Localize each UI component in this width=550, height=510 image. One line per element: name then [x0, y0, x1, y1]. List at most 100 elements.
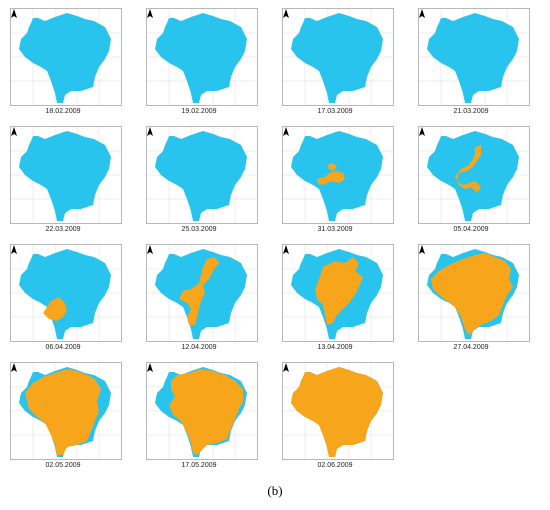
north-arrow-icon: [147, 127, 153, 136]
region-blue: [427, 131, 519, 221]
scale-bar: [493, 98, 523, 101]
map-panel: 22.03.2009: [4, 122, 122, 240]
north-arrow-icon: [283, 245, 289, 254]
map-panel: 13.04.2009: [276, 240, 394, 358]
north-arrow-icon: [283, 363, 289, 372]
map-canvas: [11, 245, 121, 341]
north-arrow-icon: [11, 127, 17, 136]
map-frame: [282, 362, 394, 460]
region-orange: [317, 171, 345, 185]
map-frame: [418, 244, 530, 342]
scale-bar: [85, 98, 115, 101]
north-arrow-icon: [283, 127, 289, 136]
map-panel: 19.02.2009: [140, 4, 258, 122]
map-panel: 21.03.2009: [412, 4, 530, 122]
north-arrow-icon: [147, 363, 153, 372]
north-arrow-icon: [147, 9, 153, 18]
map-canvas: [147, 127, 257, 223]
region-orange: [43, 297, 67, 321]
map-panel: 05.04.2009: [412, 122, 530, 240]
figure-panel-label: (b): [267, 483, 283, 498]
map-date-label: 22.03.2009: [45, 226, 81, 233]
scale-bar: [221, 452, 251, 455]
scale-bar: [221, 334, 251, 337]
scale-bar: [357, 334, 387, 337]
map-canvas: [419, 127, 529, 223]
region-orange: [179, 257, 219, 325]
map-date-label: 13.04.2009: [317, 344, 353, 351]
scale-bar: [221, 216, 251, 219]
map-canvas: [147, 9, 257, 105]
region-blue: [19, 249, 111, 339]
map-panel: 06.04.2009: [4, 240, 122, 358]
scale-bar: [493, 334, 523, 337]
map-frame: [418, 8, 530, 106]
map-panel: 31.03.2009: [276, 122, 394, 240]
map-frame: [146, 8, 258, 106]
map-date-label: 05.04.2009: [453, 226, 489, 233]
scale-bar: [221, 98, 251, 101]
map-date-label: 31.03.2009: [317, 226, 353, 233]
north-arrow-icon: [11, 245, 17, 254]
map-canvas: [283, 245, 393, 341]
map-canvas: [283, 9, 393, 105]
scale-bar: [493, 216, 523, 219]
region-orange: [431, 253, 513, 335]
map-date-label: 18.02.2009: [45, 108, 81, 115]
map-date-label: 25.03.2009: [181, 226, 217, 233]
map-frame: [282, 244, 394, 342]
map-date-label: 19.02.2009: [181, 108, 217, 115]
region-orange: [291, 367, 383, 457]
region-orange: [169, 369, 243, 455]
map-date-label: 27.04.2009: [453, 344, 489, 351]
map-frame: [418, 126, 530, 224]
region-orange: [315, 257, 363, 325]
region-orange: [25, 369, 101, 455]
map-panel: 02.06.2009: [276, 358, 394, 476]
map-frame: [146, 126, 258, 224]
map-frame: [282, 126, 394, 224]
map-date-label: 02.06.2009: [317, 462, 353, 469]
north-arrow-icon: [11, 363, 17, 372]
map-canvas: [419, 9, 529, 105]
map-date-label: 17.05.2009: [181, 462, 217, 469]
region-blue: [291, 13, 383, 103]
region-blue: [155, 13, 247, 103]
north-arrow-icon: [419, 245, 425, 254]
map-panel: 12.04.2009: [140, 240, 258, 358]
map-frame: [10, 8, 122, 106]
north-arrow-icon: [11, 9, 17, 18]
region-blue: [19, 131, 111, 221]
north-arrow-icon: [419, 127, 425, 136]
map-panel: 27.04.2009: [412, 240, 530, 358]
map-canvas: [11, 9, 121, 105]
map-date-label: 21.03.2009: [453, 108, 489, 115]
map-canvas: [283, 127, 393, 223]
map-canvas: [283, 363, 393, 459]
region-blue: [19, 13, 111, 103]
map-frame: [10, 362, 122, 460]
map-frame: [282, 8, 394, 106]
north-arrow-icon: [419, 9, 425, 18]
map-frame: [146, 362, 258, 460]
map-canvas: [11, 127, 121, 223]
north-arrow-icon: [147, 245, 153, 254]
north-arrow-icon: [283, 9, 289, 18]
region-blue: [427, 13, 519, 103]
map-panel: 18.02.2009: [4, 4, 122, 122]
map-panel: 25.03.2009: [140, 122, 258, 240]
scale-bar: [357, 216, 387, 219]
region-orange: [327, 163, 337, 171]
map-panel: 17.03.2009: [276, 4, 394, 122]
map-date-label: 06.04.2009: [45, 344, 81, 351]
map-canvas: [147, 245, 257, 341]
map-date-label: 12.04.2009: [181, 344, 217, 351]
map-panel: 02.05.2009: [4, 358, 122, 476]
map-frame: [146, 244, 258, 342]
region-blue: [155, 131, 247, 221]
scale-bar: [357, 98, 387, 101]
scale-bar: [85, 334, 115, 337]
map-canvas: [11, 363, 121, 459]
region-orange: [455, 145, 481, 193]
